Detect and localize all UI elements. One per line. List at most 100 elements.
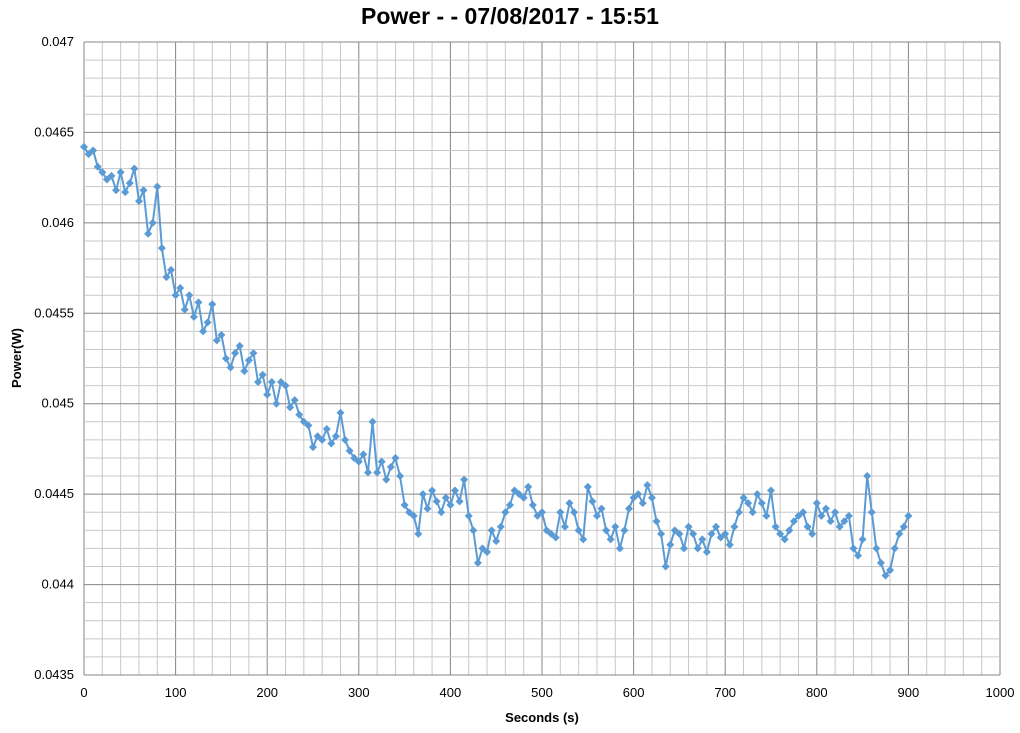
data-point — [428, 486, 437, 495]
data-point — [899, 522, 908, 531]
data-point — [551, 533, 560, 542]
data-point — [331, 432, 340, 441]
data-point — [400, 500, 409, 509]
data-point — [826, 517, 835, 526]
data-point — [483, 548, 492, 557]
grid — [83, 41, 1001, 676]
data-point — [464, 511, 473, 520]
data-point — [570, 508, 579, 517]
data-point — [799, 508, 808, 517]
data-point — [725, 540, 734, 549]
data-point — [423, 504, 432, 513]
data-point — [886, 566, 895, 575]
data-point — [831, 508, 840, 517]
data-point — [98, 168, 107, 177]
data-point — [638, 499, 647, 508]
data-point — [295, 410, 304, 419]
data-point — [157, 244, 166, 253]
data-point — [840, 517, 849, 526]
data-point — [318, 435, 327, 444]
data-point — [354, 457, 363, 466]
data-point — [221, 354, 230, 363]
data-point — [666, 540, 675, 549]
data-point — [702, 548, 711, 557]
data-point — [597, 504, 606, 513]
data-point — [267, 378, 276, 387]
data-point — [716, 533, 725, 542]
data-point — [414, 529, 423, 538]
data-point — [185, 291, 194, 300]
data-point — [249, 349, 258, 358]
data-point — [872, 544, 881, 553]
data-point — [405, 508, 414, 517]
data-point — [363, 468, 372, 477]
data-point — [84, 150, 93, 159]
data-point — [125, 179, 134, 188]
data-point — [643, 481, 652, 490]
data-point — [679, 544, 688, 553]
data-point — [437, 508, 446, 517]
data-point — [854, 551, 863, 560]
data-point — [455, 497, 464, 506]
x-tick-label: 0 — [80, 685, 87, 700]
data-point — [134, 197, 143, 206]
data-point — [208, 300, 217, 309]
data-point — [771, 522, 780, 531]
x-tick-label: 500 — [531, 685, 553, 700]
data-point — [817, 511, 826, 520]
data-point — [652, 517, 661, 526]
data-point — [341, 435, 350, 444]
data-point — [698, 535, 707, 544]
data-point — [657, 529, 666, 538]
data-point — [767, 486, 775, 495]
x-tick-label: 400 — [440, 685, 462, 700]
data-point — [309, 443, 317, 452]
data-point — [501, 508, 510, 517]
data-point — [153, 182, 162, 191]
series — [80, 142, 913, 580]
data-point — [171, 291, 180, 300]
data-point — [473, 558, 482, 567]
data-point — [162, 273, 171, 282]
data-point — [446, 500, 455, 509]
data-point — [290, 396, 299, 405]
data-point — [579, 535, 588, 544]
data-point — [876, 558, 885, 567]
data-point — [528, 500, 537, 509]
x-tick-label: 900 — [898, 685, 920, 700]
data-point — [112, 186, 121, 195]
y-tick-label: 0.044 — [41, 577, 74, 592]
data-point — [560, 522, 569, 531]
data-point — [574, 526, 583, 535]
data-point — [336, 408, 345, 417]
data-point — [359, 450, 368, 459]
data-point — [244, 356, 253, 365]
data-point — [299, 417, 308, 426]
y-tick-label: 0.0465 — [34, 124, 74, 139]
data-point — [757, 499, 766, 508]
data-point — [391, 453, 400, 462]
data-point — [519, 493, 528, 502]
data-point — [895, 529, 904, 538]
data-point — [538, 508, 546, 517]
data-point — [565, 499, 574, 508]
data-point — [744, 499, 753, 508]
data-point — [377, 457, 386, 466]
data-point — [524, 482, 533, 491]
y-tick-label: 0.0455 — [34, 305, 74, 320]
data-point — [432, 497, 441, 506]
data-point — [386, 463, 395, 472]
data-point — [121, 188, 130, 197]
data-point — [313, 432, 322, 441]
data-point — [890, 544, 899, 553]
data-point — [615, 544, 624, 553]
data-point — [322, 425, 331, 434]
data-point — [203, 318, 212, 327]
data-point — [689, 529, 698, 538]
x-tick-label: 700 — [714, 685, 736, 700]
data-point — [382, 475, 391, 484]
x-tick-label: 100 — [165, 685, 187, 700]
data-point — [629, 493, 638, 502]
data-point — [93, 162, 102, 171]
